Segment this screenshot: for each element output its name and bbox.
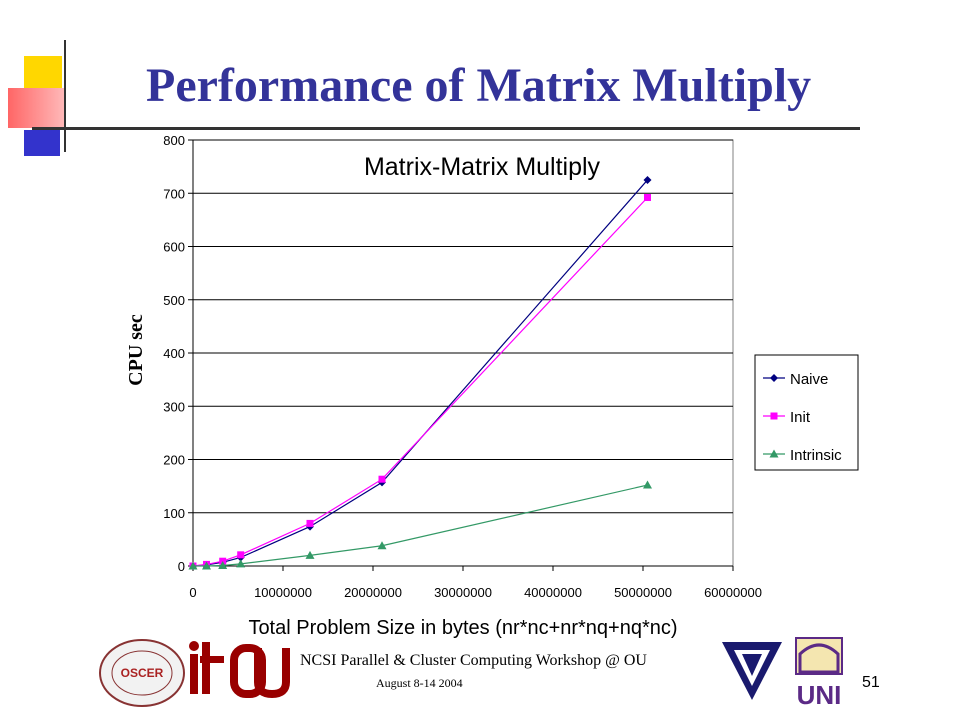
decorative-blue-square (24, 130, 60, 156)
footer-date: August 8-14 2004 (376, 676, 463, 690)
it-logo (188, 640, 228, 700)
y-tick-label: 400 (163, 346, 185, 361)
decorative-vertical-line (64, 40, 66, 152)
gridlines (193, 139, 733, 514)
page-number: 51 (862, 674, 880, 691)
series-layer (188, 175, 652, 570)
y-tick-label: 500 (163, 293, 185, 308)
axes: 0 100 200 300 400 500 600 700 800 0 10000000 200000… (163, 133, 762, 600)
oscer-logo-text: OSCER (121, 666, 164, 680)
chart: 0 100 200 300 400 500 600 700 800 0 10000000 200000… (125, 133, 859, 639)
x-tick-label: 50000000 (614, 585, 672, 600)
y-tick-label: 300 (163, 399, 185, 414)
supercomputing-center-logo: OSCER (98, 638, 186, 708)
x-tick-label: 60000000 (704, 585, 762, 600)
y-tick-label: 800 (163, 133, 185, 148)
x-tick-label: 0 (189, 585, 196, 600)
y-tick-label: 200 (163, 453, 185, 468)
footer-text: NCSI Parallel & Cluster Computing Worksh… (300, 652, 647, 669)
data-point-intrinsic (218, 560, 228, 569)
legend-marker-init (770, 412, 778, 420)
x-axis-label: Total Problem Size in bytes (nr*nc+nr*nq… (248, 617, 677, 639)
x-tick-label: 40000000 (524, 585, 582, 600)
ou-logo (230, 642, 292, 700)
legend-marker-intrinsic (769, 449, 779, 458)
y-axis-label: CPU sec (125, 314, 147, 386)
legend-marker-naive (770, 374, 778, 382)
data-point-init (306, 519, 314, 527)
x-tick-label: 20000000 (344, 585, 402, 600)
slide-title: Performance of Matrix Multiply (146, 59, 812, 112)
data-point-init (644, 194, 651, 202)
x-tick-label: 30000000 (434, 585, 492, 600)
uni-logo: UNI (790, 636, 848, 710)
legend-label-intrinsic: Intrinsic (790, 447, 842, 464)
chart-title: Matrix-Matrix Multiply (364, 153, 601, 181)
data-point-init (237, 551, 245, 559)
x-tick-label: 10000000 (254, 585, 312, 600)
legend-label-init: Init (790, 409, 811, 426)
legend: Naive Init Intrinsic (754, 354, 859, 471)
data-point-intrinsic (377, 541, 387, 550)
decorative-yellow-square (24, 56, 62, 92)
decorative-red-square (8, 88, 66, 128)
y-tick-label: 600 (163, 240, 185, 255)
data-point-init (378, 475, 386, 483)
triangle-logo (718, 636, 786, 704)
title-underline (32, 127, 860, 130)
uni-logo-text: UNI (797, 680, 842, 708)
data-point-naive (643, 175, 652, 184)
y-tick-label: 0 (178, 559, 185, 574)
legend-label-naive: Naive (790, 371, 828, 388)
data-point-intrinsic (305, 550, 315, 559)
y-tick-label: 700 (163, 186, 185, 201)
data-point-intrinsic (643, 480, 652, 489)
data-point-intrinsic (236, 559, 246, 568)
data-point-intrinsic (188, 561, 198, 570)
data-point-intrinsic (202, 561, 211, 570)
y-tick-label: 100 (163, 506, 185, 521)
